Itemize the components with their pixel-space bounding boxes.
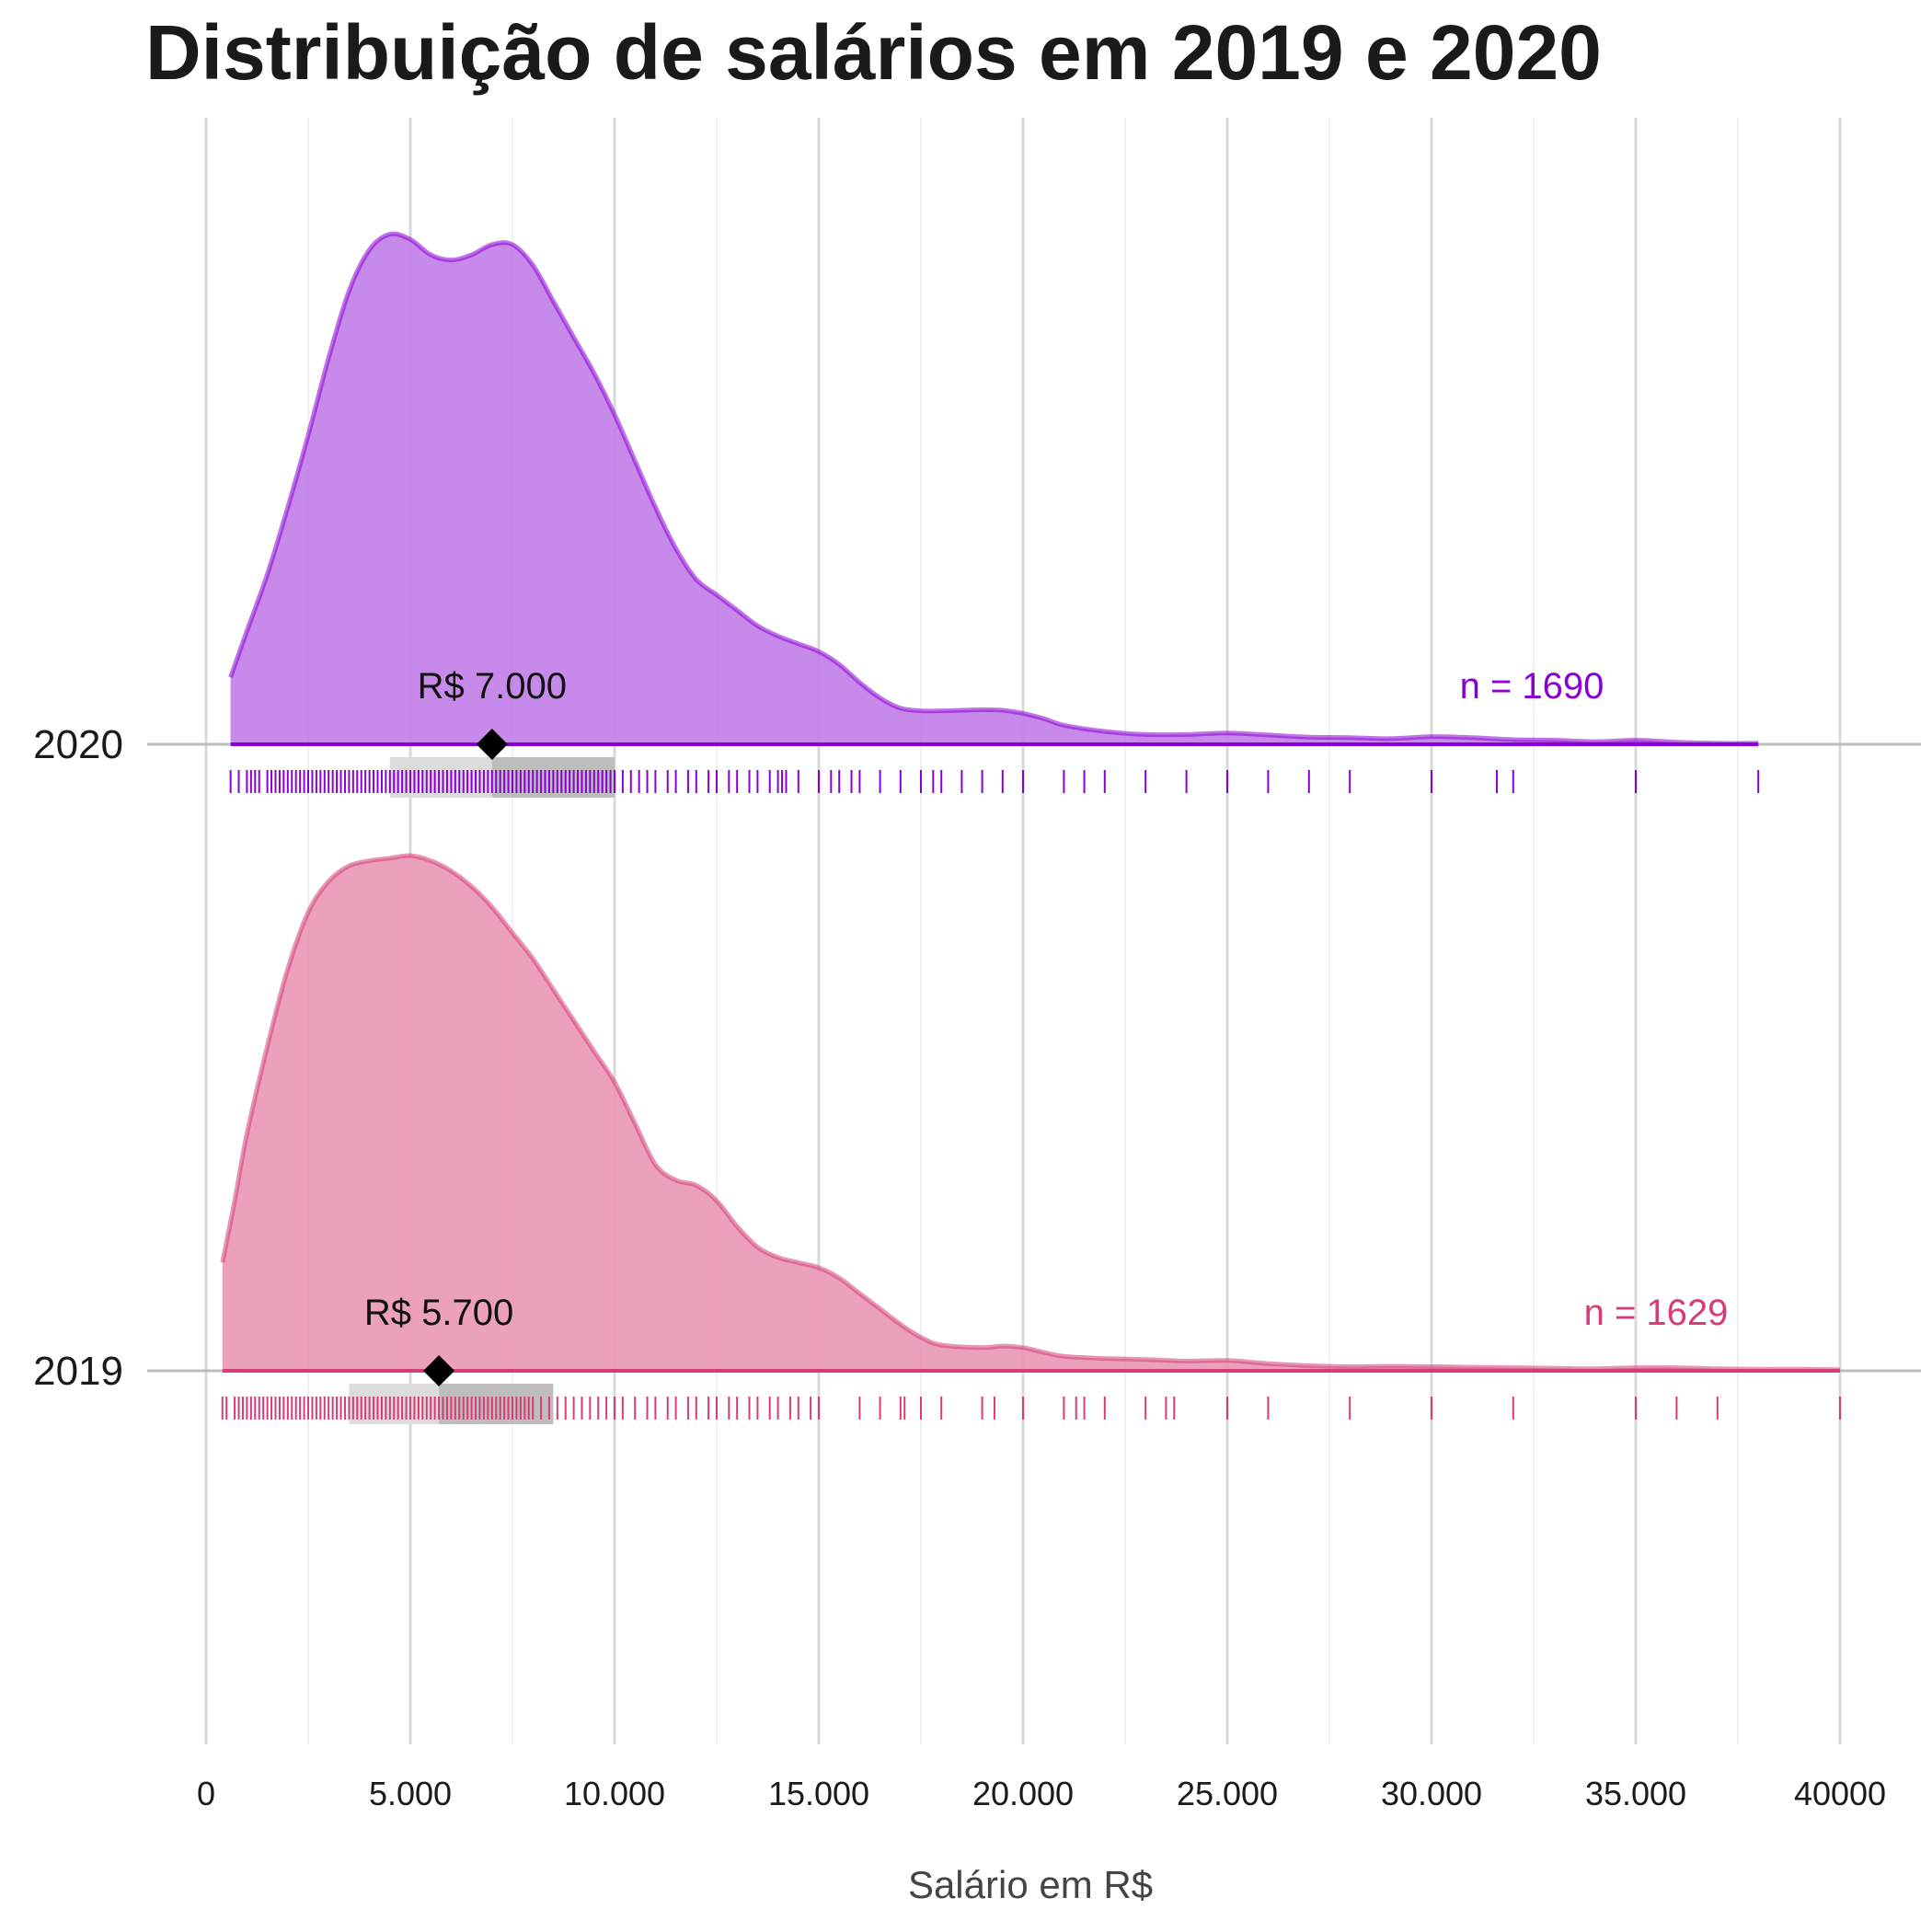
ridge-2020: R$ 7.000 n = 1690 (228, 231, 1760, 798)
median-label: R$ 5.700 (364, 1293, 513, 1333)
x-tick-label: 0 (197, 1775, 215, 1812)
y-category-label: 2019 (33, 1349, 123, 1394)
x-tick-label: 15.000 (768, 1775, 869, 1812)
chart-title: Distribuição de salários em 2019 e 2020 (145, 9, 1602, 96)
median-label: R$ 7.000 (418, 666, 567, 707)
density-area-2020 (230, 234, 1759, 745)
x-tick-label: 35.000 (1585, 1775, 1686, 1812)
x-tick-label: 40000 (1794, 1775, 1886, 1812)
x-tick-label: 20.000 (972, 1775, 1074, 1812)
density-outline-2019 (220, 853, 1841, 1373)
ridge-2019: R$ 5.700 n = 1629 (220, 853, 1841, 1424)
x-tick-labels: 0 5.000 10.000 15.000 20.000 25.000 30.000 35.0… (197, 1775, 1886, 1812)
x-tick-label: 30.000 (1381, 1775, 1482, 1812)
median-marker (476, 729, 508, 760)
density-outline-2020 (228, 231, 1759, 746)
x-tick-label: 5.000 (369, 1775, 452, 1812)
x-tick-label: 10.000 (564, 1775, 665, 1812)
sample-size-label: n = 1690 (1460, 666, 1604, 707)
rug-2020 (229, 770, 1760, 793)
y-category-label: 2020 (33, 722, 123, 767)
x-axis-title: Salário em R$ (908, 1863, 1153, 1906)
ridge-layer: R$ 7.000 n = 1690 R$ 5.700 n = 1629 (220, 231, 1841, 1424)
x-tick-label: 25.000 (1177, 1775, 1278, 1812)
median-marker (423, 1355, 455, 1386)
rug-2019 (221, 1397, 1841, 1420)
sample-size-label: n = 1629 (1584, 1293, 1729, 1333)
density-area-2019 (222, 855, 1840, 1371)
quartile-box-lower (389, 757, 492, 798)
